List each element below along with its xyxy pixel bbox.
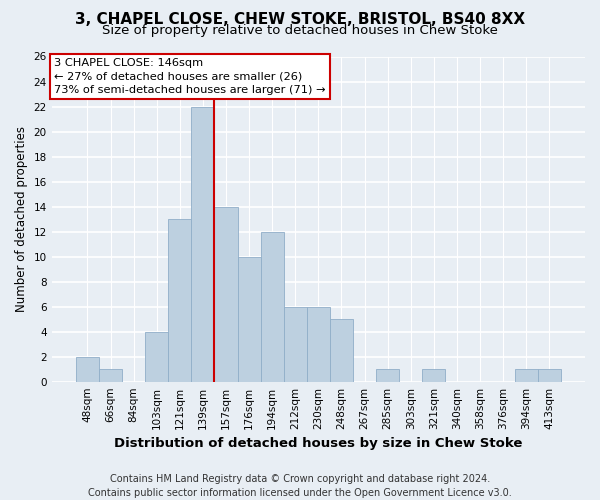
- X-axis label: Distribution of detached houses by size in Chew Stoke: Distribution of detached houses by size …: [114, 437, 523, 450]
- Bar: [284, 306, 307, 382]
- Text: Size of property relative to detached houses in Chew Stoke: Size of property relative to detached ho…: [102, 24, 498, 37]
- Bar: [330, 319, 353, 382]
- Bar: [422, 369, 445, 382]
- Text: 3 CHAPEL CLOSE: 146sqm
← 27% of detached houses are smaller (26)
73% of semi-det: 3 CHAPEL CLOSE: 146sqm ← 27% of detached…: [55, 58, 326, 94]
- Bar: [99, 369, 122, 382]
- Bar: [214, 206, 238, 382]
- Text: 3, CHAPEL CLOSE, CHEW STOKE, BRISTOL, BS40 8XX: 3, CHAPEL CLOSE, CHEW STOKE, BRISTOL, BS…: [75, 12, 525, 28]
- Bar: [238, 256, 260, 382]
- Bar: [76, 356, 99, 382]
- Bar: [515, 369, 538, 382]
- Text: Contains HM Land Registry data © Crown copyright and database right 2024.
Contai: Contains HM Land Registry data © Crown c…: [88, 474, 512, 498]
- Bar: [145, 332, 168, 382]
- Bar: [538, 369, 561, 382]
- Bar: [260, 232, 284, 382]
- Y-axis label: Number of detached properties: Number of detached properties: [15, 126, 28, 312]
- Bar: [168, 219, 191, 382]
- Bar: [191, 106, 214, 382]
- Bar: [376, 369, 399, 382]
- Bar: [307, 306, 330, 382]
